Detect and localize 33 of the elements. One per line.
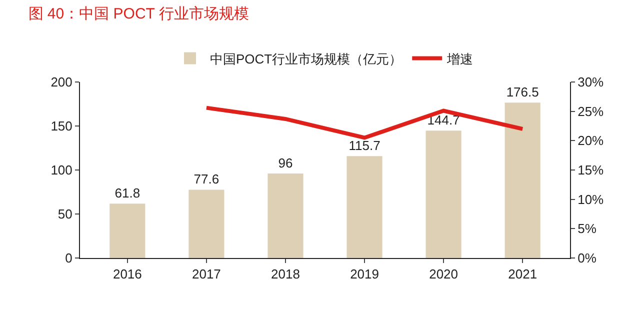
y2-tick-label: 25% [578,104,604,119]
y-tick-label: 200 [50,74,72,90]
bar [110,204,146,258]
x-tick-label: 2019 [350,266,379,282]
data-label: 115.7 [348,138,380,154]
x-tick-label: 2017 [192,266,221,282]
chart-title: 图 40：中国 POCT 行业市场规模 [28,6,249,23]
y-tick-label: 100 [50,162,72,178]
bar [504,102,540,258]
data-label: 61.8 [114,186,140,201]
y2-tick-label: 5% [578,221,597,236]
line-series [204,106,525,140]
x-tick-label: 2018 [271,266,300,282]
y-tick-label: 150 [50,118,72,134]
data-label: 77.6 [194,172,220,187]
y2-tick-label: 0% [578,250,597,266]
legend-label: 中国POCT行业市场规模（亿元） [210,51,402,66]
legend-label: 增速 [446,51,474,66]
bar [346,156,382,258]
x-tick-label: 2020 [429,266,458,282]
y2-tick-label: 20% [578,133,604,148]
data-label: 176.5 [506,84,539,100]
bar [268,174,304,258]
y2-tick-label: 30% [578,74,604,90]
bar [188,190,224,258]
y2-tick-label: 10% [578,192,604,207]
x-tick-label: 2021 [508,266,538,282]
data-label: 96 [278,156,293,171]
bar [426,130,462,258]
y-tick-label: 50 [58,206,72,222]
y-tick-label: 0 [65,250,72,266]
y2-tick-label: 15% [578,162,604,178]
x-tick-label: 2016 [112,266,142,282]
